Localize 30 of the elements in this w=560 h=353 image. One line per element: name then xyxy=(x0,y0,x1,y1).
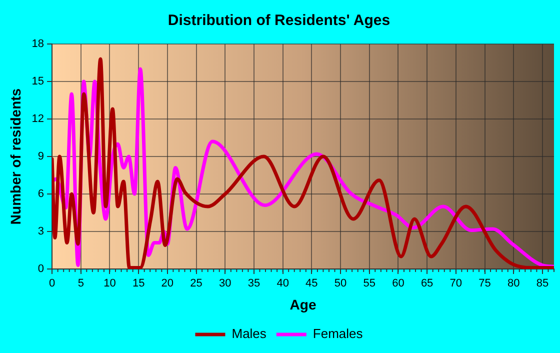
y-tick-label: 18 xyxy=(32,38,44,50)
x-tick-label: 5 xyxy=(78,278,84,290)
chart-title: Distribution of Residents' Ages xyxy=(168,12,390,30)
legend-label: Males xyxy=(232,326,267,342)
x-tick-label: 50 xyxy=(334,278,347,290)
y-tick-label: 6 xyxy=(38,188,44,200)
legend-label: Females xyxy=(312,326,364,342)
x-tick-label: 40 xyxy=(276,278,289,290)
x-tick-label: 45 xyxy=(306,278,318,290)
y-axis-title: Number of residents xyxy=(7,88,24,225)
x-tick-label: 65 xyxy=(420,278,434,290)
x-tick-label: 80 xyxy=(507,278,520,290)
x-tick-label: 60 xyxy=(392,278,404,290)
y-tick-label: 0 xyxy=(38,263,44,276)
x-tick-label: 35 xyxy=(248,278,260,290)
y-tick-label: 9 xyxy=(38,150,44,163)
x-tick-label: 20 xyxy=(161,278,174,290)
y-tick-label: 12 xyxy=(32,113,44,126)
x-tick-label: 85 xyxy=(536,278,549,290)
y-tick-label: 15 xyxy=(32,76,44,88)
x-axis-title: Age xyxy=(290,296,316,312)
x-tick-label: 75 xyxy=(478,278,491,290)
x-tick-label: 10 xyxy=(104,278,116,290)
x-tick-label: 0 xyxy=(48,278,56,290)
y-tick-label: 3 xyxy=(38,226,44,238)
x-tick-label: 30 xyxy=(219,278,232,290)
x-tick-label: 25 xyxy=(190,278,202,290)
x-tick-label: 70 xyxy=(450,278,462,290)
x-tick-label: 15 xyxy=(132,278,145,290)
x-tick-label: 55 xyxy=(363,278,376,290)
